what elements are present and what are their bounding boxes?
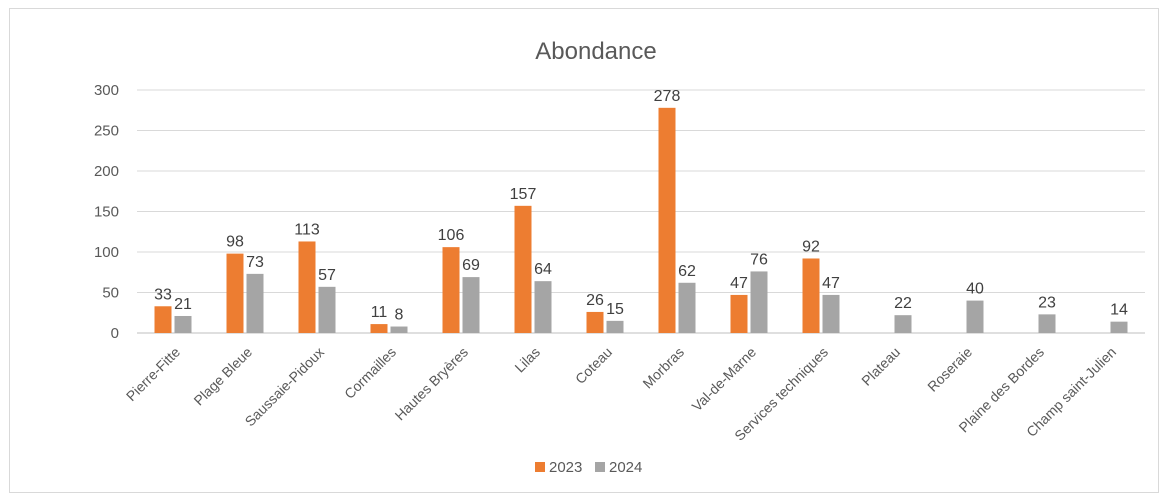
- x-tick-label: Plateau: [858, 344, 903, 389]
- data-label: 23: [1038, 294, 1056, 311]
- data-label: 73: [246, 254, 264, 271]
- data-label: 76: [750, 251, 768, 268]
- data-label: 69: [462, 257, 480, 274]
- y-tick-label: 100: [94, 244, 119, 261]
- data-label: 11: [371, 304, 388, 321]
- data-label: 47: [730, 275, 748, 292]
- bar-2024: [750, 271, 768, 333]
- bar-2023: [730, 294, 748, 333]
- x-tick-label: Roseraie: [924, 344, 975, 395]
- data-label: 15: [606, 301, 624, 318]
- bar-2024: [390, 326, 408, 333]
- x-tick-label: Morbras: [639, 344, 687, 392]
- bar-2023: [298, 241, 316, 333]
- data-label: 22: [894, 295, 912, 312]
- y-axis-ticks: 0 50 100 150 200 250 300: [94, 82, 119, 342]
- data-label: 92: [802, 238, 820, 255]
- y-tick-label: 150: [94, 204, 119, 221]
- x-tick-label: Hautes Bryères: [392, 344, 472, 424]
- legend: 2023 2024: [535, 459, 642, 476]
- bar-2024: [1038, 314, 1056, 333]
- bar-2023: [586, 311, 604, 333]
- data-label: 40: [966, 281, 984, 298]
- data-label: 47: [822, 275, 840, 292]
- bars: [154, 107, 1128, 333]
- bar-2023: [802, 258, 820, 333]
- bar-2024: [894, 315, 912, 333]
- x-tick-label: Cormailles: [341, 344, 399, 402]
- bar-2024: [534, 281, 552, 333]
- data-label: 113: [294, 221, 320, 238]
- bar-2023: [226, 253, 244, 333]
- data-label: 8: [395, 307, 404, 324]
- bar-2023: [154, 306, 172, 333]
- data-label: 64: [534, 261, 552, 278]
- bar-2024: [966, 300, 984, 333]
- data-label: 62: [678, 263, 696, 280]
- bar-2023: [514, 205, 532, 333]
- x-tick-label: Plage Bleue: [190, 344, 255, 409]
- data-label: 21: [174, 296, 192, 313]
- y-tick-label: 0: [111, 325, 119, 342]
- x-tick-label: Lilas: [511, 344, 543, 376]
- data-label: 26: [586, 292, 604, 309]
- x-tick-label: Coteau: [572, 344, 615, 387]
- x-tick-label: Pierre-Fitte: [123, 344, 183, 404]
- data-label: 33: [154, 286, 172, 303]
- bar-2023: [370, 324, 388, 333]
- bar-2024: [246, 273, 264, 333]
- y-tick-label: 50: [102, 285, 119, 302]
- bar-2024: [462, 277, 480, 333]
- bar-2024: [318, 286, 336, 333]
- data-label: 98: [226, 234, 244, 251]
- bar-2024: [822, 294, 840, 333]
- legend-swatch: [535, 462, 545, 472]
- data-label: 57: [318, 267, 336, 284]
- y-tick-label: 300: [94, 82, 119, 99]
- data-label: 157: [510, 186, 537, 203]
- chart-title: Abondance: [535, 38, 656, 65]
- data-label: 14: [1110, 302, 1128, 319]
- data-label: 278: [654, 88, 681, 105]
- y-tick-label: 200: [94, 163, 119, 180]
- bar-2024: [174, 315, 192, 333]
- bar-2024: [606, 320, 624, 333]
- legend-swatch: [595, 462, 605, 472]
- legend-label: 2024: [609, 459, 642, 476]
- y-tick-label: 250: [94, 123, 119, 140]
- bar-2024: [678, 282, 696, 333]
- x-tick-label: Val-de-Marne: [689, 344, 760, 415]
- x-tick-label: Saussaie-Pidoux: [242, 344, 328, 430]
- chart-frame: [9, 8, 1159, 493]
- bar-2023: [442, 247, 460, 333]
- legend-label: 2023: [549, 459, 582, 476]
- bar-2023: [658, 107, 676, 333]
- bar-2024: [1110, 321, 1128, 333]
- gridlines: [137, 89, 1145, 334]
- data-label: 106: [438, 227, 465, 244]
